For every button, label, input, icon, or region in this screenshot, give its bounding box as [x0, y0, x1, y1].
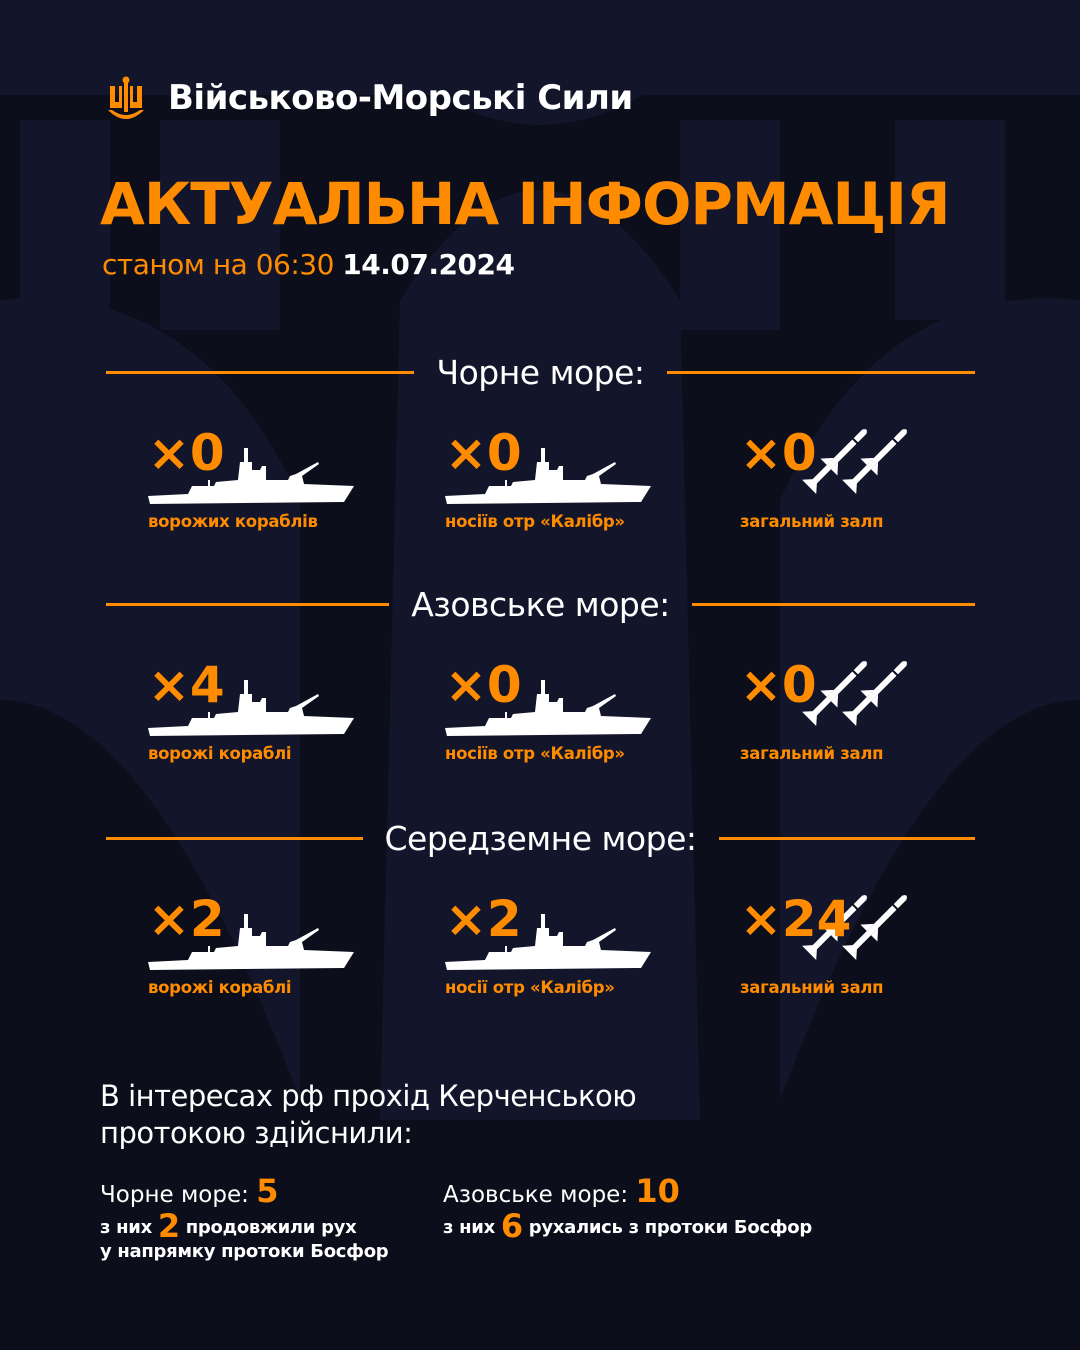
- stat-count: ×2: [445, 890, 522, 948]
- stat-count: ×0: [740, 656, 817, 714]
- stat-label: загальний залп: [740, 512, 884, 531]
- brand-name: Військово-Морські Сили: [168, 78, 633, 118]
- stat-count: ×0: [445, 424, 522, 482]
- detail-post: рухались з протоки Босфор: [528, 1217, 812, 1238]
- as-of-label: станом на 06:30: [102, 248, 334, 281]
- stat-label: ворожі кораблі: [148, 978, 292, 997]
- stat-card: ×24 загальний залп: [740, 894, 980, 1004]
- sea-section-header: Середземне море:: [106, 819, 976, 858]
- detail-line2: у напрямку протоки Босфор: [100, 1241, 389, 1262]
- stat-card: ×2 ворожі кораблі: [148, 894, 388, 1004]
- sea-name: Чорне море:: [436, 353, 645, 392]
- warship-icon: [445, 914, 651, 970]
- azov-sea-detail: з них 6 рухались з протоки Босфор: [443, 1210, 812, 1242]
- navy-logo-icon: [108, 76, 144, 119]
- warship-icon: [445, 448, 651, 504]
- azov-sea-value: 10: [635, 1172, 680, 1210]
- stat-count: ×24: [740, 890, 852, 948]
- stat-count: ×0: [445, 656, 522, 714]
- sea-name: Середземне море:: [384, 819, 697, 858]
- missiles-icon: [802, 429, 907, 494]
- kerch-heading: В інтересах рф прохід Керченською протоко…: [100, 1078, 637, 1152]
- divider: [718, 837, 976, 840]
- black-sea-label: Чорне море:: [100, 1182, 249, 1208]
- sea-section-header: Чорне море:: [106, 353, 975, 392]
- stat-card: ×4 ворожі кораблі: [148, 660, 388, 770]
- as-of-timestamp: станом на 06:30 14.07.2024: [102, 248, 515, 281]
- stat-label: ворожих кораблів: [148, 512, 318, 531]
- detail-count: 6: [500, 1207, 523, 1245]
- azov-sea-label: Азовське море:: [443, 1182, 629, 1208]
- divider: [106, 837, 363, 840]
- warship-icon: [445, 680, 651, 736]
- divider: [106, 371, 415, 374]
- kerch-black-sea: Чорне море: 5: [100, 1172, 278, 1210]
- divider: [106, 603, 390, 606]
- stat-label: загальний залп: [740, 978, 884, 997]
- detail-pre: з них: [443, 1217, 495, 1238]
- stat-count: ×2: [148, 890, 225, 948]
- stat-count: ×4: [148, 656, 225, 714]
- detail-pre: з них: [100, 1217, 152, 1238]
- warship-icon: [148, 680, 354, 736]
- missiles-icon: [802, 661, 907, 726]
- stat-count: ×0: [148, 424, 225, 482]
- divider: [666, 371, 975, 374]
- stat-label: носії отр «Калібр»: [445, 978, 615, 997]
- warship-icon: [148, 448, 354, 504]
- stat-count: ×0: [740, 424, 817, 482]
- stat-card: ×0 носіїв отр «Калібр»: [445, 660, 685, 770]
- report-date: 14.07.2024: [342, 248, 515, 281]
- sea-section-header: Азовське море:: [106, 585, 975, 624]
- black-sea-value: 5: [256, 1172, 279, 1210]
- stat-card: ×0 носіїв отр «Калібр»: [445, 428, 685, 538]
- sea-name: Азовське море:: [411, 585, 670, 624]
- detail-count: 2: [157, 1207, 180, 1245]
- kerch-azov-sea: Азовське море: 10: [443, 1172, 680, 1210]
- stat-label: носіїв отр «Калібр»: [445, 744, 625, 763]
- stat-card: ×0 загальний залп: [740, 660, 980, 770]
- kerch-heading-line2: протокою здійснили:: [100, 1116, 413, 1150]
- stat-label: загальний залп: [740, 744, 884, 763]
- page-title: АКТУАЛЬНА ІНФОРМАЦІЯ: [100, 170, 951, 238]
- black-sea-detail: з них 2 продовжили рух у напрямку протоки…: [100, 1210, 389, 1264]
- divider: [691, 603, 975, 606]
- kerch-heading-line1: В інтересах рф прохід Керченською: [100, 1079, 637, 1113]
- detail-post: продовжили рух: [185, 1217, 357, 1238]
- stat-label: носіїв отр «Калібр»: [445, 512, 625, 531]
- stat-card: ×0 ворожих кораблів: [148, 428, 388, 538]
- warship-icon: [148, 914, 354, 970]
- stat-card: ×2 носії отр «Калібр»: [445, 894, 685, 1004]
- stat-card: ×0 загальний залп: [740, 428, 980, 538]
- missiles-icon: [802, 895, 907, 960]
- stat-label: ворожі кораблі: [148, 744, 292, 763]
